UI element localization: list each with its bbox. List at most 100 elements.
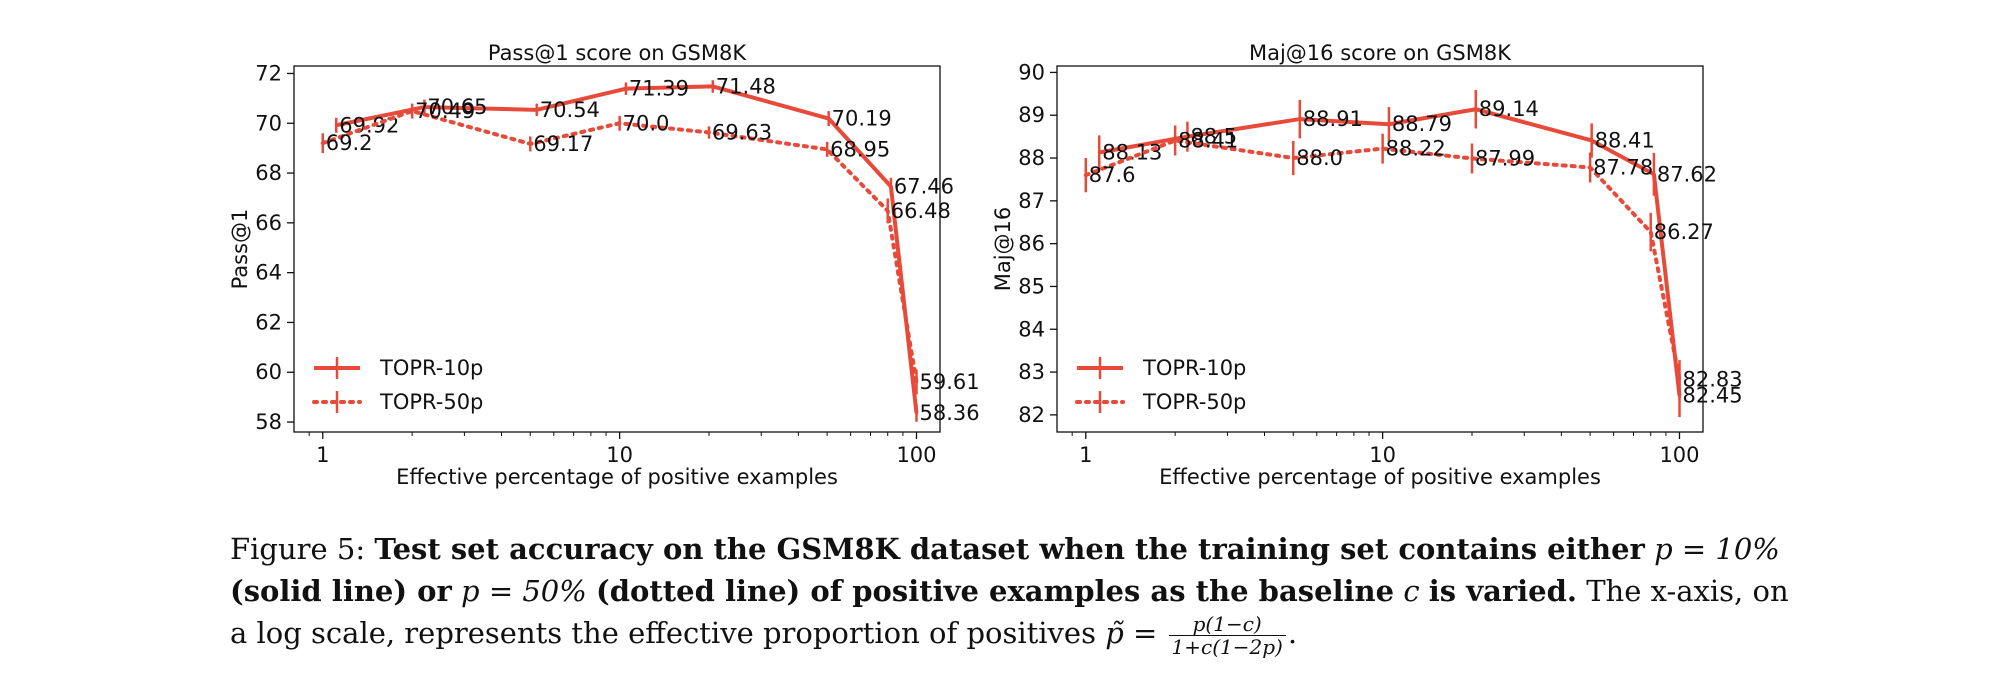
y-tick-label: 62 — [255, 310, 282, 334]
series-line — [1098, 107, 1682, 396]
y-tick-label: 85 — [1018, 274, 1045, 298]
data-point — [1677, 377, 1681, 381]
data-label: 69.63 — [712, 120, 772, 144]
caption-fraction: p(1−c) 1+c(1−2p) — [1168, 613, 1286, 659]
caption-bold-4: is varied. — [1428, 574, 1577, 608]
y-tick-label: 89 — [1018, 103, 1045, 127]
legend-label-TOPR-50p: TOPR-50p — [379, 390, 483, 414]
chart-title: Pass@1 score on GSM8K — [488, 41, 748, 65]
caption-end: . — [1287, 616, 1298, 650]
series-line — [1083, 138, 1682, 382]
data-label: 82.83 — [1682, 367, 1742, 391]
data-label: 88.79 — [1392, 112, 1452, 136]
y-tick-label: 72 — [255, 61, 282, 85]
legend-label-TOPR-50p: TOPR-50p — [1142, 390, 1246, 414]
data-label: 89.14 — [1479, 97, 1539, 121]
x-tick-label: 1 — [1079, 443, 1092, 467]
series-line — [335, 84, 919, 414]
data-label: 58.36 — [919, 401, 979, 425]
x-tick-label: 1 — [316, 443, 329, 467]
data-label: 70.19 — [832, 107, 892, 131]
data-point — [1588, 165, 1592, 169]
data-label: 88.41 — [1178, 128, 1238, 152]
y-tick-label: 90 — [1018, 60, 1045, 84]
x-tick-label: 10 — [1369, 443, 1396, 467]
data-label: 88.41 — [1595, 128, 1655, 152]
data-point — [889, 185, 893, 189]
data-label: 70.54 — [540, 98, 600, 122]
legend: TOPR-10p TOPR-50p — [312, 356, 483, 414]
chart-1: Pass@1 score on GSM8K 1 10 100 58 60 62 64 66 68 7… — [228, 41, 980, 489]
data-label: 59.61 — [919, 370, 979, 394]
series-TOPR-50p: 69.2 70.49 69.17 70.0 69.63 68.95 66.48 59.61 — [320, 99, 980, 395]
data-point — [1381, 147, 1385, 151]
y-axis-label: Pass@1 — [228, 209, 252, 290]
data-label: 67.46 — [894, 175, 954, 199]
y-tick-label: 58 — [255, 410, 282, 434]
data-point — [535, 108, 539, 112]
data-point — [1649, 230, 1653, 234]
legend-label-TOPR-10p: TOPR-10p — [1142, 356, 1246, 380]
x-tick-label: 10 — [606, 443, 633, 467]
y-tick-label: 87 — [1018, 189, 1045, 213]
data-point — [1387, 122, 1391, 126]
y-axis-label: Maj@16 — [991, 207, 1015, 292]
data-point — [914, 411, 918, 415]
data-label: 66.48 — [891, 199, 951, 223]
data-label: 88.22 — [1386, 137, 1446, 161]
chart-title: Maj@16 score on GSM8K — [1249, 41, 1512, 65]
data-point — [1084, 173, 1088, 177]
data-label: 87.99 — [1475, 146, 1535, 170]
caption-bold-3: (dotted line) of positive examples as th… — [596, 574, 1395, 608]
data-label: 70.0 — [623, 111, 670, 135]
data-label: 69.2 — [326, 131, 373, 155]
data-point — [1474, 107, 1478, 111]
fraction-numerator: p(1−c) — [1168, 613, 1286, 636]
data-point — [1291, 156, 1295, 160]
y-tick-label: 84 — [1018, 317, 1045, 341]
plot-frame — [293, 65, 941, 433]
data-point — [321, 141, 325, 145]
y-tick-label: 64 — [255, 261, 282, 285]
legend: TOPR-10p TOPR-50p — [1075, 356, 1246, 414]
data-point — [410, 109, 414, 113]
caption-bold-2: (solid line) or — [230, 574, 452, 608]
data-point — [334, 123, 338, 127]
data-label: 88.0 — [1296, 146, 1343, 170]
data-point — [914, 380, 918, 384]
plot-frame — [1056, 65, 1704, 433]
y-tick-label: 83 — [1018, 360, 1045, 384]
x-tick-label: 100 — [1659, 443, 1699, 467]
data-point — [618, 121, 622, 125]
data-point — [825, 147, 829, 151]
data-point — [1470, 156, 1474, 160]
data-point — [707, 130, 711, 134]
data-label: 86.27 — [1654, 220, 1714, 244]
data-point — [1652, 172, 1656, 176]
x-axis-label: Effective percentage of positive example… — [1159, 465, 1601, 489]
figure-caption: Figure 5: Test set accuracy on the GSM8K… — [230, 528, 1790, 658]
x-axis-label: Effective percentage of positive example… — [396, 465, 838, 489]
fraction-denominator: 1+c(1−2p) — [1171, 634, 1283, 659]
data-label: 70.49 — [415, 99, 475, 123]
series-TOPR-50p: 87.6 88.41 88.0 88.22 87.99 87.78 86.27 82.83 — [1083, 125, 1743, 399]
caption-math-ptilde: p̃ = — [1105, 616, 1158, 650]
data-point — [422, 105, 426, 109]
y-tick-label: 88 — [1018, 146, 1045, 170]
caption-math-p50: p = 50% — [461, 574, 587, 608]
figure-label: Figure 5: — [230, 532, 366, 566]
y-tick-label: 82 — [1018, 403, 1045, 427]
caption-math-c: c — [1403, 574, 1420, 608]
y-tick-label: 86 — [1018, 232, 1045, 256]
data-point — [624, 87, 628, 91]
data-label: 87.62 — [1657, 162, 1717, 186]
data-point — [711, 84, 715, 88]
data-point — [1097, 150, 1101, 154]
data-label: 70.65 — [427, 95, 487, 119]
data-label: 71.39 — [629, 77, 689, 101]
data-point — [1298, 117, 1302, 121]
caption-plain-1: The x-axis, on a log scale, represents t… — [230, 574, 1789, 650]
y-tick-label: 70 — [255, 111, 282, 135]
